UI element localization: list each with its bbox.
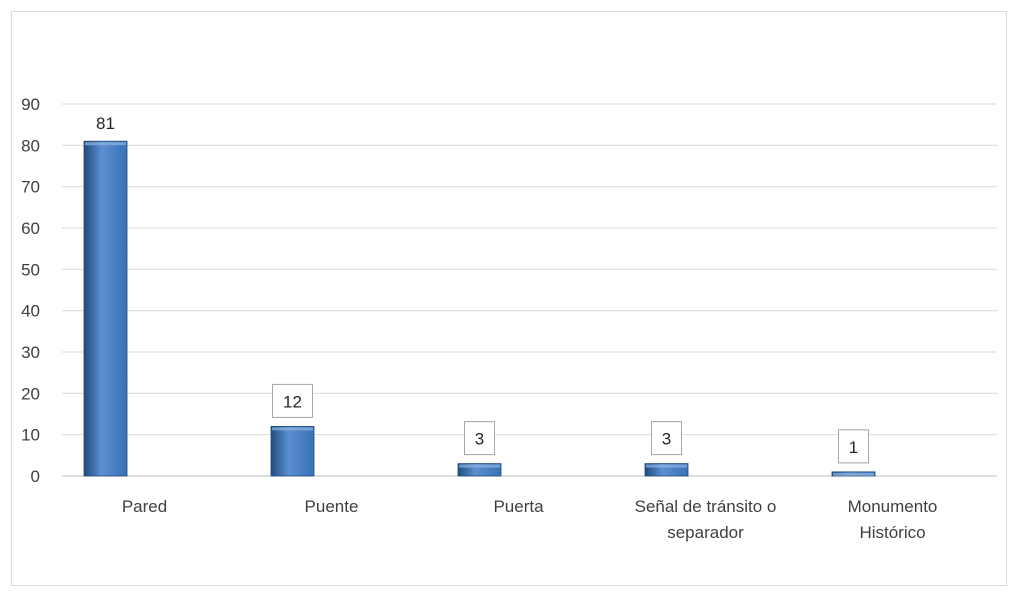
bar (83, 140, 128, 477)
y-tick-label: 0 (31, 467, 40, 486)
y-axis-ticks: 0 10 20 30 40 50 60 70 80 90 (21, 95, 40, 486)
y-tick-label: 60 (21, 219, 40, 238)
bar (270, 425, 315, 477)
data-label-box (651, 421, 682, 456)
category-label: Pared (122, 497, 167, 516)
data-label: 3 (662, 430, 671, 449)
category-label: Monumento (848, 497, 938, 516)
y-tick-label: 20 (21, 384, 40, 403)
data-label: 12 (283, 392, 302, 411)
bar-highlight (833, 472, 874, 476)
y-tick-label: 10 (21, 426, 40, 445)
category-label: Señal de tránsito o (635, 497, 777, 516)
y-tick-label: 30 (21, 343, 40, 362)
bars (83, 140, 876, 477)
y-tick-label: 80 (21, 136, 40, 155)
data-label: 1 (849, 438, 858, 457)
category-labels: Pared Puente Puerta Señal de tránsito o sepa… (122, 497, 938, 542)
category-label: Puente (305, 497, 359, 516)
y-tick-label: 90 (21, 95, 40, 114)
bar-highlight (272, 427, 313, 431)
y-tick-label: 70 (21, 178, 40, 197)
data-label-box (272, 383, 313, 418)
y-tick-label: 50 (21, 260, 40, 279)
data-label: 81 (96, 114, 115, 133)
y-tick-label: 40 (21, 302, 40, 321)
gridlines (62, 103, 997, 477)
category-label: Puerta (493, 497, 544, 516)
data-labels: 81 12 3 3 1 (96, 114, 869, 464)
data-label-box (838, 429, 869, 464)
category-label: separador (667, 523, 744, 542)
data-label-box (464, 421, 495, 456)
data-label: 3 (475, 430, 484, 449)
category-label: Histórico (859, 523, 925, 542)
chart-frame (11, 11, 1007, 586)
bar-highlight (646, 464, 687, 468)
bar-highlight (459, 464, 500, 468)
bar-highlight (85, 142, 126, 146)
